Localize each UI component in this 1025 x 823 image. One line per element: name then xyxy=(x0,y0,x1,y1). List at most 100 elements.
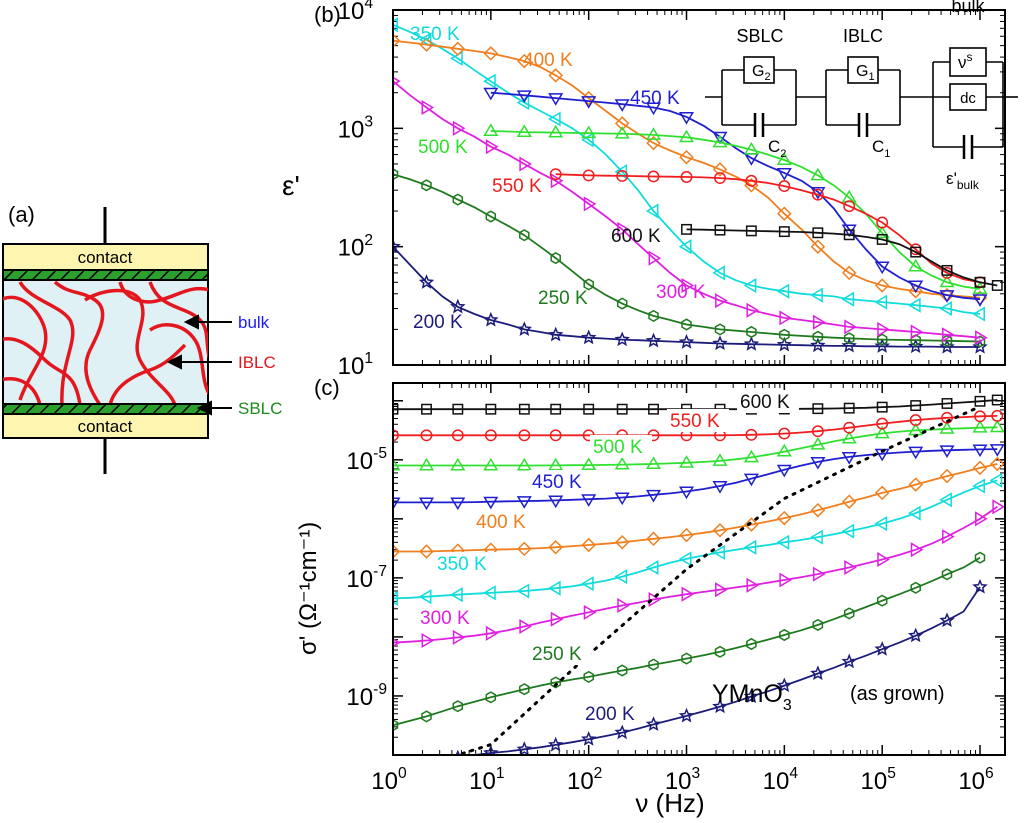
panel-c-series xyxy=(393,394,1005,755)
data-point xyxy=(941,411,953,424)
data-point xyxy=(549,429,562,442)
circuit-dc-label: dc xyxy=(960,90,976,107)
data-point xyxy=(841,430,857,444)
grain-boundary-line xyxy=(84,288,177,404)
data-point xyxy=(616,297,628,310)
grain-boundary-line xyxy=(3,337,82,404)
data-point xyxy=(874,485,890,501)
data-point xyxy=(908,283,923,299)
data-point xyxy=(810,167,826,181)
data-point xyxy=(678,111,695,125)
data-point xyxy=(776,152,792,165)
data-point xyxy=(776,534,790,550)
data-point xyxy=(617,221,630,237)
schematic-arrows xyxy=(166,314,232,416)
data-point xyxy=(777,206,792,221)
data-point xyxy=(581,125,597,139)
panel-c-ylabel: σ' (Ω⁻¹cm⁻¹) xyxy=(295,522,322,655)
data-point xyxy=(645,203,659,219)
data-point xyxy=(484,429,497,442)
data-point xyxy=(744,517,759,532)
nu-s-element xyxy=(949,47,987,77)
panel-c-xlabel: ν (Hz) xyxy=(635,788,704,818)
data-point xyxy=(614,331,630,347)
data-point xyxy=(648,309,659,322)
data-point xyxy=(483,46,499,61)
data-point xyxy=(715,293,728,309)
tick-label: 104 xyxy=(338,0,374,25)
panel-c-ytick-labels: 10-9 10-7 10-5 xyxy=(346,445,387,711)
curve-label: 550 K xyxy=(492,176,542,197)
data-point xyxy=(678,707,695,723)
curve-label: 400 K xyxy=(476,512,526,533)
data-point xyxy=(975,330,988,346)
data-point xyxy=(712,544,725,560)
data-point xyxy=(421,403,432,415)
curve-label-bg xyxy=(529,642,591,665)
data-point xyxy=(843,402,855,414)
data-point xyxy=(483,585,496,601)
curve-label-bg xyxy=(590,435,652,458)
panel-c-frame xyxy=(392,382,1006,756)
grain-boundary-line xyxy=(149,323,208,395)
series-250k xyxy=(393,551,986,732)
data-point xyxy=(810,186,826,200)
data-point xyxy=(516,741,533,755)
data-point xyxy=(583,278,594,291)
data-point xyxy=(743,336,760,351)
tick-label: 10-9 xyxy=(346,681,387,711)
data-point xyxy=(910,246,922,258)
dc-element xyxy=(949,83,987,111)
data-point xyxy=(648,658,659,671)
data-point xyxy=(779,572,792,588)
data-point xyxy=(811,425,824,438)
series-300k xyxy=(393,76,988,346)
data-point xyxy=(617,597,630,614)
data-point xyxy=(810,437,826,450)
series-400k xyxy=(393,33,988,306)
data-point xyxy=(483,123,499,136)
data-point xyxy=(548,580,561,596)
circuit-g1-label: G1 xyxy=(856,63,875,83)
data-point xyxy=(550,403,562,415)
data-point xyxy=(712,481,728,494)
data-point xyxy=(812,227,824,239)
data-point xyxy=(743,142,759,155)
data-point xyxy=(548,68,563,83)
data-point xyxy=(874,425,890,439)
grain-boundary-line xyxy=(53,280,105,404)
data-point xyxy=(614,569,628,585)
panel-b-ytick-labels: 101 102 103 104 xyxy=(338,0,374,380)
data-point xyxy=(908,446,924,460)
data-point xyxy=(975,511,988,527)
data-point xyxy=(989,419,1005,433)
circuit-sblc-title: SBLC xyxy=(736,26,783,46)
data-point xyxy=(743,473,759,487)
data-point xyxy=(483,87,499,101)
data-point xyxy=(812,618,824,631)
data-point xyxy=(418,589,432,605)
data-point xyxy=(844,559,857,576)
data-point xyxy=(876,594,888,607)
data-point xyxy=(678,551,692,567)
tick-label: 105 xyxy=(860,765,896,795)
data-point xyxy=(841,265,857,281)
chart-panel-b: (b) ε' 101 102 103 104 350 K 400 K 450 K 500 K… xyxy=(282,0,1018,380)
top-sblc-layer xyxy=(2,269,209,281)
tick-label: 102 xyxy=(338,232,373,262)
data-point xyxy=(393,590,398,606)
data-point xyxy=(907,338,924,354)
data-point xyxy=(393,457,401,471)
data-point xyxy=(519,156,532,172)
data-point xyxy=(679,527,694,543)
data-point xyxy=(393,168,399,181)
data-point xyxy=(680,171,693,183)
data-point xyxy=(614,535,630,550)
data-point xyxy=(810,502,826,518)
series-350k xyxy=(393,17,985,322)
data-point xyxy=(418,32,432,48)
data-point xyxy=(421,179,432,192)
g2-resistor xyxy=(743,56,775,84)
data-point xyxy=(991,394,1003,406)
data-point xyxy=(874,261,890,275)
